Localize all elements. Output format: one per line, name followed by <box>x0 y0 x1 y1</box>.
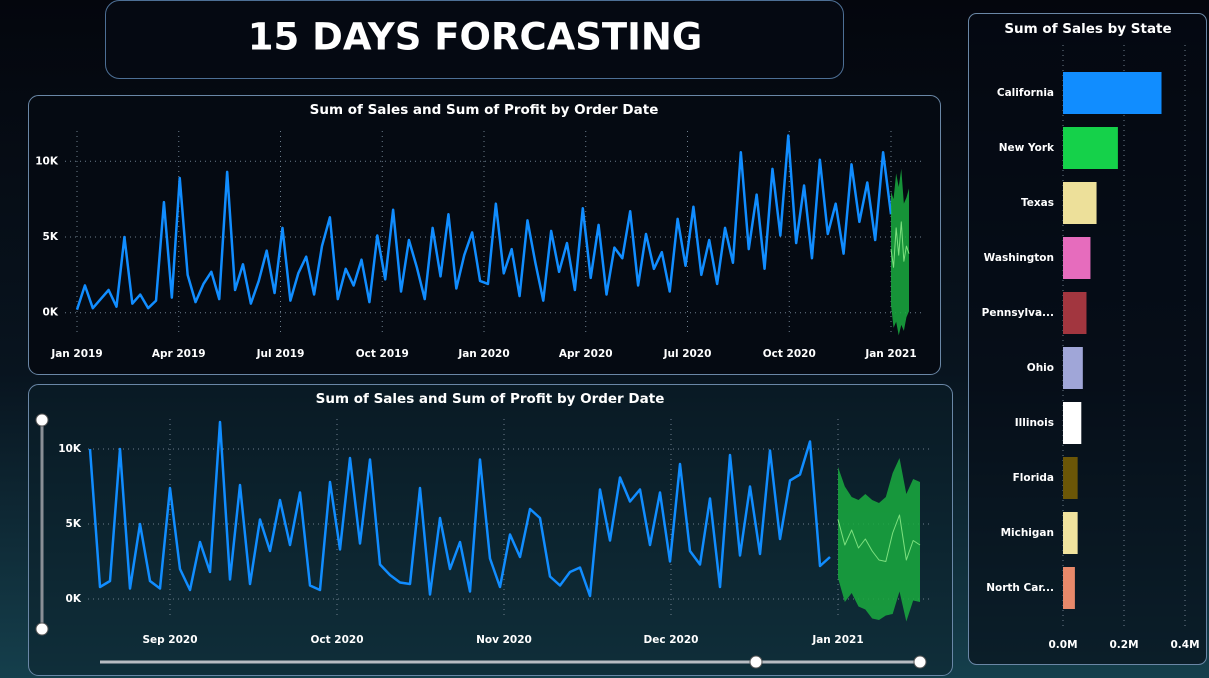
x-tick-label: Jul 2019 <box>256 348 305 360</box>
category-label: Pennsylva... <box>982 307 1054 319</box>
x-tick-label: Jan 2019 <box>50 348 102 360</box>
y-tick-label: 10K <box>58 443 82 455</box>
y-tick-label: 5K <box>66 518 82 530</box>
category-label: Washington <box>984 252 1054 264</box>
x-tick-label: Apr 2020 <box>559 348 613 360</box>
category-label: Texas <box>1021 197 1054 209</box>
x-tick-label: Dec 2020 <box>644 634 699 646</box>
y-tick-label: 0K <box>43 307 59 319</box>
x-tick-label: Jan 2021 <box>811 634 863 646</box>
range-slider-handle[interactable] <box>35 622 49 636</box>
bar <box>1063 237 1091 279</box>
panel <box>28 95 941 375</box>
x-tick-label: Nov 2020 <box>476 634 532 646</box>
x-tick-label: 0.2M <box>1109 639 1138 651</box>
page-title: 15 DAYS FORCASTING <box>248 16 703 59</box>
category-label: Ohio <box>1027 362 1054 374</box>
y-tick-label: 5K <box>43 231 59 243</box>
range-slider-handle[interactable] <box>35 413 49 427</box>
bar <box>1063 182 1097 224</box>
bar <box>1063 347 1083 389</box>
sales-line <box>88 420 831 598</box>
range-slider-handle[interactable] <box>749 655 763 669</box>
y-tick-label: 10K <box>35 155 59 167</box>
x-tick-label: Apr 2019 <box>152 348 206 360</box>
category-label: New York <box>999 142 1055 154</box>
bar <box>1063 72 1162 114</box>
panel <box>968 13 1207 665</box>
bar <box>1063 292 1087 334</box>
range-slider-handle[interactable] <box>913 655 927 669</box>
bar <box>1063 127 1118 169</box>
bar <box>1063 567 1075 609</box>
forecast-line <box>890 221 910 268</box>
x-tick-label: Oct 2019 <box>356 348 409 360</box>
chart-title: Sum of Sales by State <box>1004 21 1171 37</box>
x-tick-label: Jul 2020 <box>663 348 712 360</box>
x-tick-label: Oct 2020 <box>310 634 363 646</box>
y-tick-label: 0K <box>66 593 82 605</box>
sales-line <box>75 134 893 311</box>
x-tick-label: Oct 2020 <box>763 348 816 360</box>
x-tick-label: 0.0M <box>1048 639 1077 651</box>
chart-title: Sum of Sales and Sum of Profit by Order … <box>316 391 665 407</box>
category-label: California <box>997 87 1054 99</box>
x-tick-label: Sep 2020 <box>142 634 197 646</box>
chart-title: Sum of Sales and Sum of Profit by Order … <box>310 102 659 118</box>
category-label: Illinois <box>1015 417 1054 429</box>
forecast-band <box>891 168 909 336</box>
category-label: North Car... <box>986 582 1054 594</box>
header-box <box>105 0 844 79</box>
forecast-band <box>838 458 920 622</box>
panel <box>28 384 953 676</box>
bar <box>1063 512 1078 554</box>
x-tick-label: Jan 2021 <box>864 348 916 360</box>
x-tick-label: Jan 2020 <box>457 348 509 360</box>
category-label: Michigan <box>1001 527 1054 539</box>
category-label: Florida <box>1013 472 1054 484</box>
bar <box>1063 457 1078 499</box>
x-tick-label: 0.4M <box>1170 639 1199 651</box>
forecast-line <box>837 514 921 562</box>
bar <box>1063 402 1082 444</box>
